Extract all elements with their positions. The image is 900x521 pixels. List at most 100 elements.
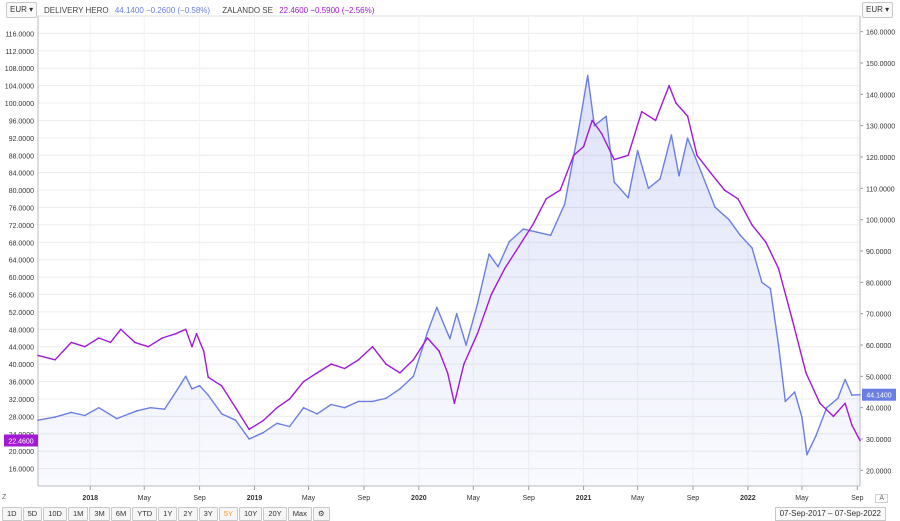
data-point-delivery-hero bbox=[163, 408, 166, 411]
gear-icon[interactable]: ⚙ bbox=[312, 507, 330, 521]
date-range-display[interactable]: 07-Sep-2017 – 07-Sep-2022 bbox=[774, 507, 886, 521]
legend-series-delivery-hero[interactable]: DELIVERY HERO bbox=[44, 6, 109, 15]
data-point-delivery-hero bbox=[436, 306, 438, 309]
range-button-10y[interactable]: 10Y bbox=[238, 507, 263, 521]
right-axis-tick-label: 80.0000 bbox=[866, 280, 891, 287]
data-point-zalando-se bbox=[234, 406, 237, 409]
data-point-zalando-se bbox=[184, 328, 187, 331]
data-point-delivery-hero bbox=[497, 265, 499, 268]
x-axis-tick-label: Sep bbox=[687, 495, 700, 502]
left-axis-tick-label: 100.0000 bbox=[5, 101, 34, 108]
data-point-delivery-hero bbox=[316, 413, 318, 415]
right-axis-tick-label: 160.0000 bbox=[866, 30, 895, 37]
data-point-delivery-hero bbox=[769, 287, 772, 290]
data-point-zalando-se bbox=[288, 398, 291, 400]
left-axis-tick-label: 16.0000 bbox=[9, 467, 34, 474]
data-point-delivery-hero bbox=[288, 425, 291, 428]
data-point-zalando-se bbox=[98, 337, 100, 339]
data-point-delivery-hero bbox=[399, 388, 401, 390]
legend: DELIVERY HERO 44.1400 −0.2600 (−0.58%) Z… bbox=[44, 6, 378, 15]
data-point-delivery-hero bbox=[248, 438, 250, 440]
data-point-zalando-se bbox=[385, 363, 387, 365]
series-line-zalando-se bbox=[37, 84, 861, 441]
x-axis-tick-label: 2021 bbox=[576, 495, 592, 502]
data-point-zalando-se bbox=[709, 171, 712, 174]
left-axis-tick-label: 88.0000 bbox=[9, 153, 34, 160]
left-axis-tick-label: 72.0000 bbox=[9, 223, 34, 230]
range-button-5y[interactable]: 5Y bbox=[218, 507, 238, 521]
left-axis-tick-label: 64.0000 bbox=[9, 258, 34, 265]
data-point-zalando-se bbox=[446, 372, 449, 374]
data-point-zalando-se bbox=[640, 110, 643, 113]
range-button-ytd[interactable]: YTD bbox=[132, 507, 158, 521]
currency-select-right[interactable]: EUR ▾ bbox=[862, 2, 894, 18]
data-point-zalando-se bbox=[559, 189, 561, 191]
data-point-delivery-hero bbox=[761, 281, 763, 284]
right-axis-tick-label: 20.0000 bbox=[866, 468, 891, 475]
data-point-delivery-hero bbox=[815, 435, 817, 437]
left-axis-tick-label: 80.0000 bbox=[9, 188, 34, 195]
last-value-label-left: 22.4600 bbox=[8, 438, 33, 445]
range-button-2y[interactable]: 2Y bbox=[178, 507, 198, 521]
right-axis-tick-label: 50.0000 bbox=[866, 374, 891, 381]
range-button-1y[interactable]: 1Y bbox=[158, 507, 178, 521]
data-point-zalando-se bbox=[175, 332, 177, 335]
data-point-zalando-se bbox=[84, 345, 86, 348]
data-point-delivery-hero bbox=[136, 410, 138, 412]
left-axis-tick-label: 112.0000 bbox=[5, 49, 34, 56]
range-button-3y[interactable]: 3Y bbox=[198, 507, 218, 521]
range-toolbar: 1D 5D 10D 1M 3M 6M YTD 1Y 2Y 3Y 5Y 10Y 2… bbox=[2, 507, 330, 521]
data-point-delivery-hero bbox=[37, 419, 39, 422]
data-point-zalando-se bbox=[859, 439, 861, 442]
data-point-delivery-hero bbox=[449, 337, 451, 340]
currency-select-left[interactable]: EUR ▾ bbox=[6, 2, 38, 18]
left-axis-tick-label: 92.0000 bbox=[9, 136, 34, 143]
left-axis-tick-label: 36.0000 bbox=[9, 380, 34, 387]
data-point-delivery-hero bbox=[586, 74, 589, 77]
legend-series-zalando[interactable]: ZALANDO SE bbox=[222, 6, 273, 15]
data-point-delivery-hero bbox=[198, 384, 201, 387]
data-point-delivery-hero bbox=[806, 453, 808, 456]
data-point-zalando-se bbox=[819, 402, 821, 405]
data-point-delivery-hero bbox=[302, 406, 305, 409]
range-button-10d[interactable]: 10D bbox=[43, 507, 67, 521]
data-point-zalando-se bbox=[591, 119, 593, 122]
right-axis-tick-label: 140.0000 bbox=[866, 92, 895, 99]
range-button-1d[interactable]: 1D bbox=[2, 507, 22, 521]
right-axis-tick-label: 150.0000 bbox=[866, 61, 895, 68]
x-axis-tick-label: May bbox=[631, 495, 645, 502]
data-point-delivery-hero bbox=[412, 375, 415, 378]
data-point-zalando-se bbox=[357, 359, 360, 361]
currency-label: EUR bbox=[10, 5, 27, 14]
zoom-button[interactable]: Z bbox=[2, 494, 7, 501]
data-point-zalando-se bbox=[777, 267, 780, 270]
data-point-zalando-se bbox=[476, 332, 479, 335]
data-point-zalando-se bbox=[627, 154, 629, 157]
range-button-5d[interactable]: 5D bbox=[22, 507, 43, 521]
data-point-zalando-se bbox=[262, 419, 264, 422]
data-point-zalando-se bbox=[316, 372, 318, 374]
data-point-delivery-hero bbox=[605, 115, 607, 118]
data-point-zalando-se bbox=[453, 402, 456, 405]
range-button-6m[interactable]: 6M bbox=[110, 507, 132, 521]
data-point-delivery-hero bbox=[220, 413, 223, 415]
auto-scale-button[interactable]: A bbox=[875, 494, 888, 503]
data-point-delivery-hero bbox=[371, 400, 374, 403]
range-button-3m[interactable]: 3M bbox=[89, 507, 110, 521]
data-point-zalando-se bbox=[572, 154, 575, 157]
range-button-max[interactable]: Max bbox=[287, 507, 312, 521]
data-point-zalando-se bbox=[37, 354, 39, 357]
data-point-delivery-hero bbox=[739, 234, 742, 237]
range-button-1m[interactable]: 1M bbox=[67, 507, 89, 521]
range-button-20y[interactable]: 20Y bbox=[263, 507, 287, 521]
data-point-zalando-se bbox=[426, 337, 429, 339]
data-point-delivery-hero bbox=[476, 303, 479, 306]
data-point-zalando-se bbox=[195, 332, 198, 335]
data-point-zalando-se bbox=[686, 115, 689, 117]
left-axis-tick-label: 116.0000 bbox=[5, 31, 34, 38]
currency-label: EUR bbox=[866, 5, 883, 14]
data-point-zalando-se bbox=[751, 224, 753, 226]
data-point-delivery-hero bbox=[647, 187, 650, 190]
left-axis-tick-label: 20.0000 bbox=[9, 449, 34, 456]
